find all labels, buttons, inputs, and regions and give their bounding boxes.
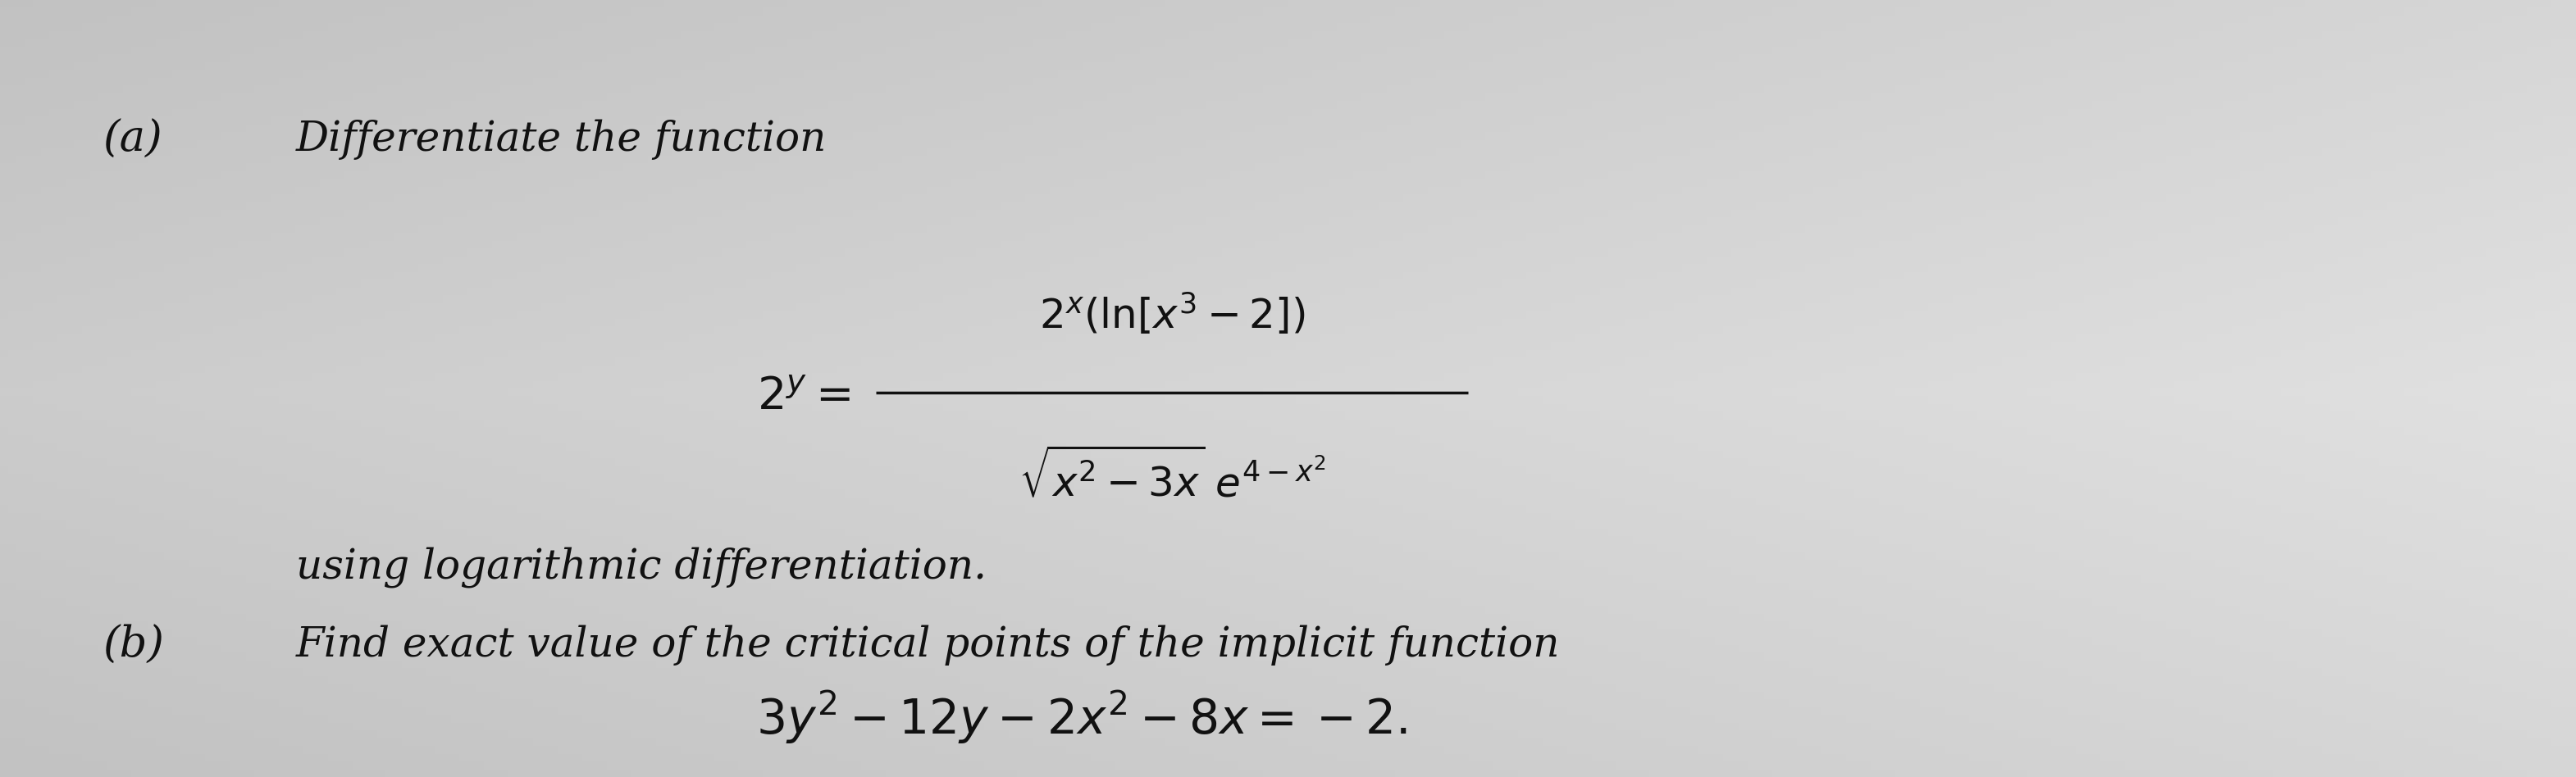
Text: Differentiate the function: Differentiate the function xyxy=(296,120,827,160)
Text: (b): (b) xyxy=(103,624,165,666)
Text: $2^x(\mathrm{ln}[x^3-2])$: $2^x(\mathrm{ln}[x^3-2])$ xyxy=(1038,291,1306,338)
Text: $3y^2-12y-2x^2-8x=-2.$: $3y^2-12y-2x^2-8x=-2.$ xyxy=(757,689,1406,746)
Text: Find exact value of the critical points of the implicit function: Find exact value of the critical points … xyxy=(296,625,1561,665)
Text: $\sqrt{x^2-3x}\; e^{4-x^2}$: $\sqrt{x^2-3x}\; e^{4-x^2}$ xyxy=(1018,450,1327,506)
Text: $2^y =$: $2^y =$ xyxy=(757,374,850,419)
Text: using logarithmic differentiation.: using logarithmic differentiation. xyxy=(296,547,987,587)
Text: (a): (a) xyxy=(103,119,162,161)
